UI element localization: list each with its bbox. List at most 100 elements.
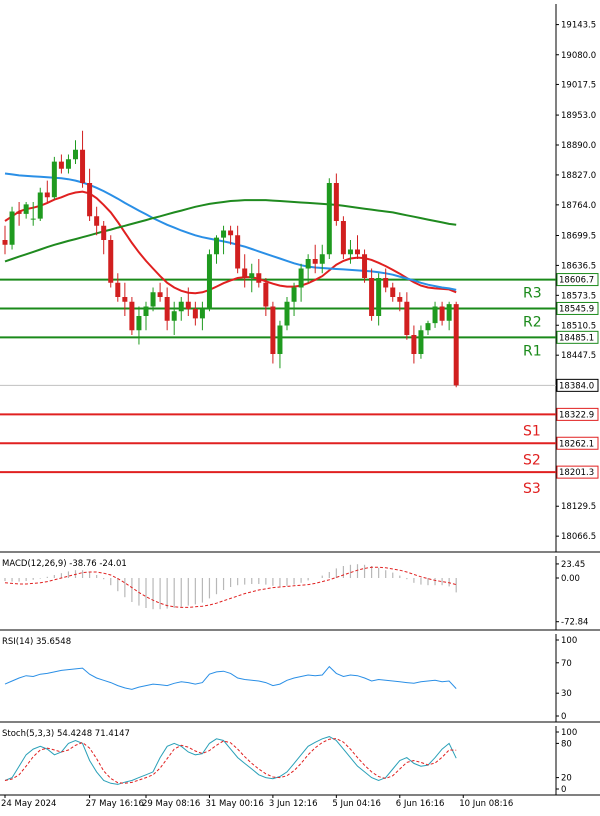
candle-body [404, 301, 410, 335]
candle-body [164, 297, 170, 321]
level-tag-box [556, 465, 599, 479]
candle-body [94, 216, 100, 226]
stoch-tick-label: 20 [561, 774, 572, 784]
candle-body [30, 218, 36, 220]
stoch-tick-label: 80 [561, 739, 572, 749]
level-label-R3: R3 [523, 286, 542, 302]
macd-signal-line [4, 566, 457, 608]
time-axis-label: 5 Jun 04:16 [332, 799, 381, 809]
level-tag-value: 18384.0 [559, 381, 594, 391]
candle-body [418, 330, 424, 354]
candle-body [439, 306, 445, 321]
candle-body [298, 268, 304, 288]
candle-body [347, 249, 353, 255]
candle-body [242, 268, 248, 278]
price-tick-label: 18699.5 [561, 231, 596, 241]
candle-body [80, 149, 86, 183]
level-tag-value: 18201.3 [559, 468, 594, 478]
level-label-S2: S2 [523, 452, 541, 468]
rsi-line [4, 665, 457, 690]
price-tick-label: 18827.0 [561, 171, 596, 181]
time-axis-label: 10 Jun 08:16 [459, 799, 513, 809]
candle-body [326, 183, 332, 255]
candle-body [9, 211, 15, 245]
candle-body [214, 237, 219, 255]
price-tick-label: 19080.0 [561, 51, 596, 61]
candle-body [221, 230, 227, 238]
candle-body [305, 259, 311, 269]
candle-body [16, 211, 22, 214]
price-tick-label: 18636.5 [561, 261, 596, 271]
rsi-title: RSI(14) 35.6548 [2, 637, 71, 647]
candle-body [228, 230, 234, 236]
candle-body [143, 306, 149, 316]
candle-body [108, 240, 114, 283]
candle-body [263, 282, 269, 307]
candle-body [206, 254, 212, 309]
candle-body [171, 311, 177, 321]
candle-body [369, 278, 375, 316]
macd-tick-label: 0.00 [561, 574, 580, 584]
candle-body [235, 235, 241, 269]
candle-body [397, 297, 403, 302]
level-tag-box [556, 407, 599, 421]
candle-body [333, 183, 339, 221]
price-tick-label: 18890.0 [561, 141, 596, 151]
rsi-tick-label: 70 [561, 659, 572, 669]
candle-body [101, 225, 107, 240]
time-axis-label: 31 May 00:16 [205, 799, 263, 809]
time-axis-label: 6 Jun 16:16 [396, 799, 445, 809]
moving-average-line-1 [4, 190, 457, 295]
candle-body [376, 278, 382, 316]
candle-body [65, 159, 71, 169]
time-axis-label: 29 May 08:16 [142, 799, 200, 809]
candle-body [51, 161, 57, 198]
price-panel: 19143.5 19080.0 19017.5 18953.0 18890.0 18827… [0, 4, 600, 553]
level-label-S3: S3 [523, 481, 541, 497]
level-tag-box [556, 273, 599, 287]
candle-body [432, 306, 438, 324]
stoch-tick-label: 0 [561, 785, 566, 795]
candle-body [87, 183, 93, 217]
candle-body [2, 240, 8, 245]
price-tick-label: 18066.5 [561, 532, 596, 542]
level-tag-box [556, 330, 599, 344]
candle-body [136, 316, 142, 331]
candle-body [340, 221, 346, 255]
macd-tick-label: 23.45 [561, 560, 585, 570]
level-tag-box [556, 301, 599, 315]
stoch-title: Stoch(5,3,3) 54.4248 71.4147 [2, 729, 130, 739]
moving-average-line-3 [4, 199, 457, 263]
candle-body [249, 273, 255, 278]
rsi-tick-label: 0 [561, 712, 566, 722]
candle-body [256, 273, 262, 283]
level-tag-value: 18545.9 [559, 304, 594, 314]
rsi-panel: RSI(14) 35.6548 100 70 30 0 [0, 634, 600, 723]
price-tick-label: 18764.0 [561, 201, 596, 211]
price-tick-label: 18510.5 [561, 321, 596, 331]
candle-body [58, 161, 64, 169]
level-tag-value: 18485.1 [559, 333, 594, 343]
candle-body [312, 259, 318, 264]
candle-body [44, 192, 50, 198]
stoch-tick-label: 100 [561, 728, 577, 738]
price-tick-label: 18953.0 [561, 111, 596, 121]
candle-body [270, 306, 276, 354]
candle-body [383, 278, 389, 288]
level-tag-value: 18262.1 [559, 439, 594, 449]
candle-body [319, 254, 325, 264]
candle-body [157, 292, 163, 297]
level-label-R1: R1 [523, 343, 542, 359]
macd-title: MACD(12,26,9) -38.76 -24.01 [2, 559, 127, 569]
candle-body [355, 249, 360, 255]
price-tick-label: 19017.5 [561, 80, 596, 90]
price-tick-label: 19143.5 [561, 21, 596, 31]
stoch-d-line [4, 738, 457, 784]
level-tag-box [556, 378, 599, 392]
macd-panel: MACD(12,26,9) -38.76 -24.01 23.45 0.00 -72… [0, 556, 600, 631]
rsi-tick-label: 100 [561, 636, 577, 646]
candle-body [129, 301, 135, 331]
